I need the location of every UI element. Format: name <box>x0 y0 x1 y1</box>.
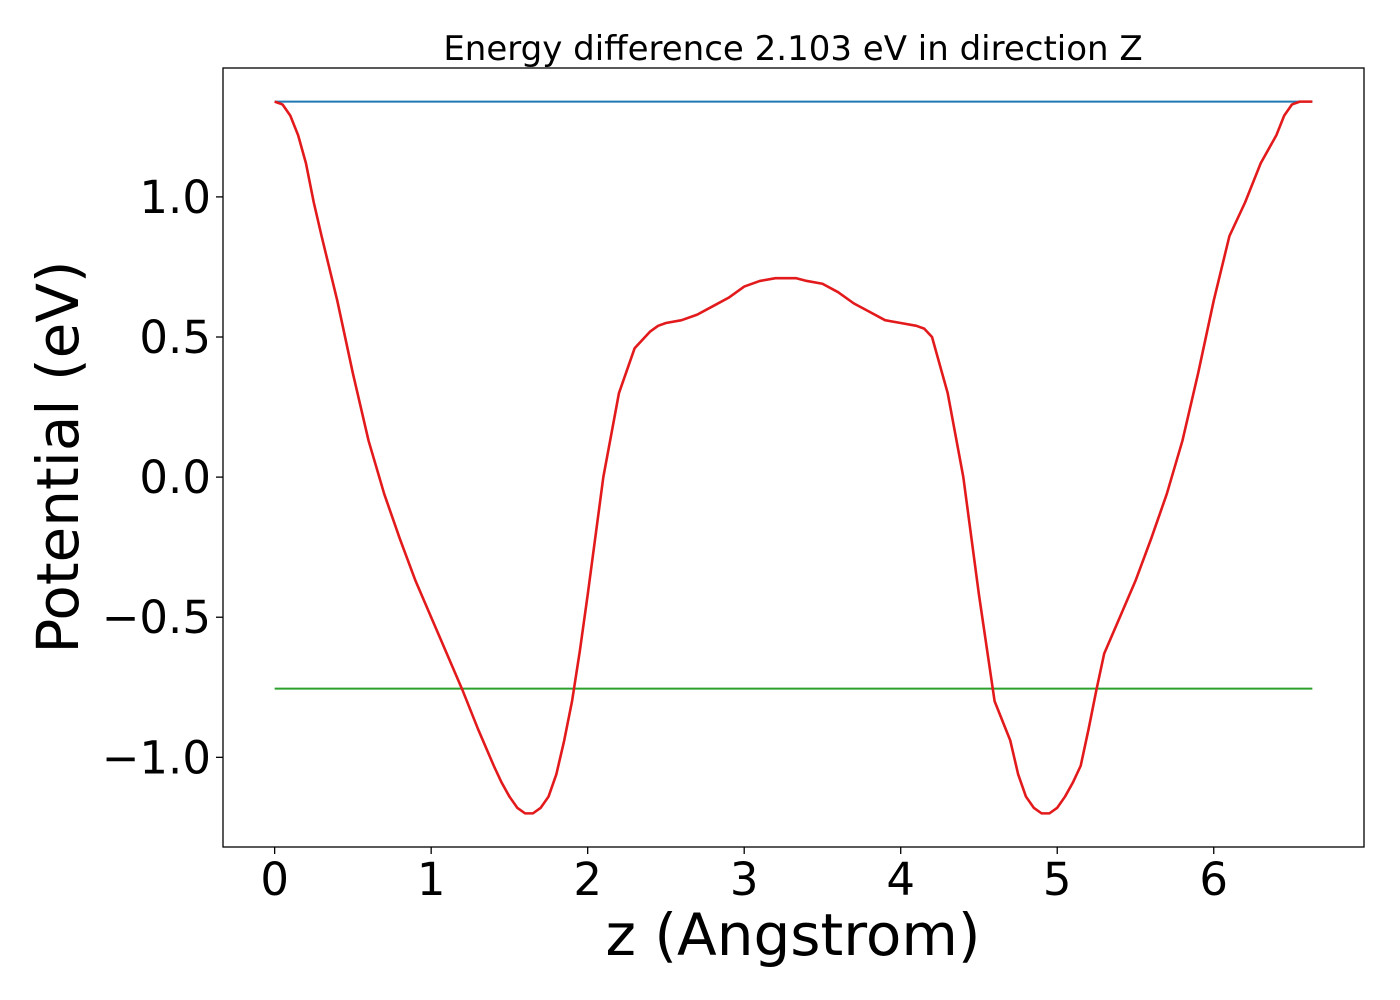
y-axis: −1.0 −0.5 0.0 0.5 1.0 <box>102 171 223 784</box>
series-line-2 <box>274 100 1313 815</box>
x-axis-label: z (Angstrom) <box>606 901 981 969</box>
y-tick-label: 1.0 <box>139 171 211 224</box>
x-tick-label: 4 <box>886 853 915 906</box>
y-axis-label: Potential (eV) <box>24 260 92 653</box>
x-tick-label: 2 <box>573 853 602 906</box>
plot-area <box>274 100 1313 815</box>
y-tick-label: −0.5 <box>102 591 211 644</box>
x-tick-label: 1 <box>417 853 446 906</box>
y-tick-label: 0.5 <box>139 311 211 364</box>
chart-title: Energy difference 2.103 eV in direction … <box>443 29 1142 69</box>
x-tick-label: 6 <box>1199 853 1228 906</box>
axes-frame <box>222 67 1365 848</box>
x-tick-label: 0 <box>260 853 289 906</box>
x-tick-label: 3 <box>730 853 759 906</box>
y-tick-label: 0.0 <box>139 451 211 504</box>
x-axis: 0 1 2 3 4 5 6 <box>260 847 1228 906</box>
y-tick-label: −1.0 <box>102 731 211 784</box>
x-tick-label: 5 <box>1043 853 1072 906</box>
